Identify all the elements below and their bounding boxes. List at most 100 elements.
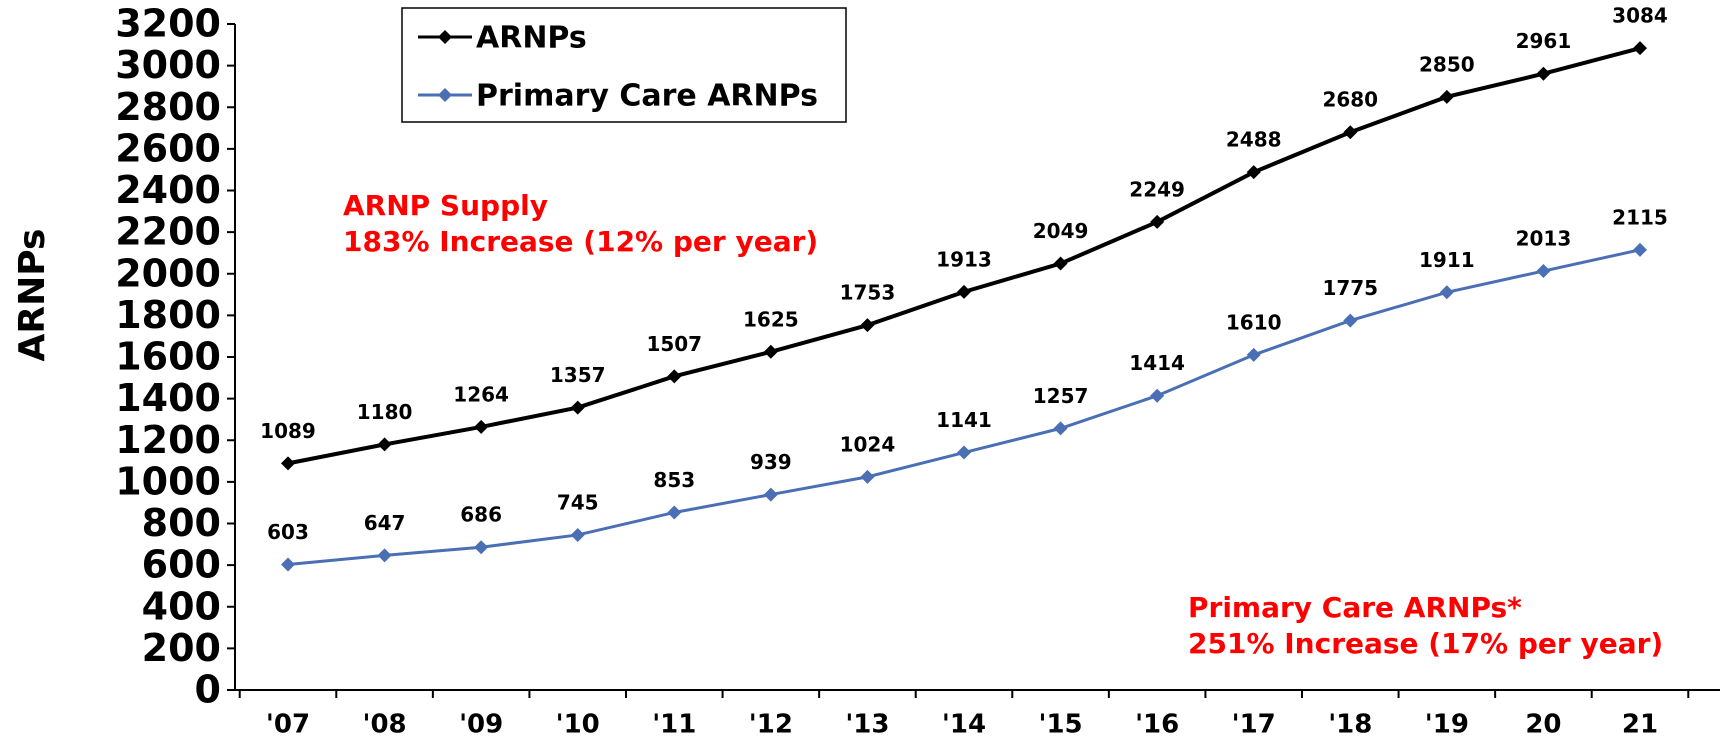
data-label: 3084: [1612, 4, 1668, 28]
point-marker: [1150, 214, 1165, 229]
point-marker: [763, 344, 778, 359]
x-tick-label: '18: [1328, 710, 1372, 740]
legend-marker: [438, 30, 452, 44]
point-marker: [570, 400, 585, 415]
y-tick-label: 1600: [115, 335, 221, 379]
point-marker: [763, 487, 778, 502]
y-tick-label: 400: [142, 584, 221, 628]
point-marker: [667, 505, 682, 520]
point-marker: [1439, 89, 1454, 104]
x-tick-label: 20: [1525, 710, 1561, 740]
x-tick-label: '15: [1038, 710, 1082, 740]
data-label: 1507: [646, 332, 702, 356]
y-tick-label: 2200: [115, 210, 221, 254]
data-label: 2013: [1516, 227, 1572, 251]
y-tick-label: 3200: [115, 2, 221, 46]
legend-label: ARNPs: [476, 21, 587, 56]
data-label: 2049: [1033, 219, 1089, 243]
x-tick-label: '11: [652, 710, 696, 740]
y-tick-label: 2600: [115, 126, 221, 170]
data-label: 2850: [1419, 52, 1475, 76]
data-label: 1610: [1226, 310, 1282, 334]
data-label: 1024: [840, 432, 896, 456]
y-axis-title: ARNPs: [12, 229, 53, 362]
y-tick-label: 2800: [115, 85, 221, 129]
annotation: Primary Care ARNPs*: [1188, 591, 1522, 624]
annotation: ARNP Supply: [343, 189, 548, 222]
annotation: 183% Increase (12% per year): [343, 225, 818, 258]
data-label: 1089: [260, 419, 316, 443]
y-tick-label: 1800: [115, 293, 221, 337]
legend-box: [401, 7, 847, 123]
x-tick-label: '12: [749, 710, 793, 740]
point-marker: [1053, 421, 1068, 436]
data-label: 1625: [743, 307, 799, 331]
data-label: 2488: [1226, 128, 1282, 152]
point-marker: [1150, 388, 1165, 403]
data-label: 1913: [936, 247, 992, 271]
point-marker: [474, 540, 489, 555]
data-label: 745: [557, 490, 599, 514]
data-label: 2961: [1516, 29, 1572, 53]
data-label: 1357: [550, 363, 606, 387]
data-label: 2249: [1129, 177, 1185, 201]
point-marker: [1343, 125, 1358, 140]
point-marker: [281, 456, 295, 471]
data-label: 1775: [1322, 276, 1378, 300]
y-tick-label: 1400: [115, 376, 221, 420]
y-tick-label: 0: [195, 668, 221, 712]
y-tick-label: 3000: [115, 43, 221, 87]
data-label: 686: [460, 503, 502, 527]
point-marker: [377, 437, 392, 452]
x-tick-label: '08: [362, 710, 406, 740]
point-marker: [1536, 66, 1551, 81]
y-tick-label: 200: [142, 626, 221, 670]
data-label: 1141: [936, 408, 992, 432]
data-label: 939: [750, 450, 792, 474]
legend-label: Primary Care ARNPs: [476, 79, 818, 114]
x-tick-label: '16: [1135, 710, 1179, 740]
point-marker: [860, 318, 875, 333]
point-marker: [860, 469, 875, 484]
point-marker: [1343, 313, 1358, 328]
data-label: 1911: [1419, 248, 1475, 272]
point-marker: [957, 445, 971, 460]
data-label: 1414: [1129, 351, 1185, 375]
annotation: 251% Increase (17% per year): [1188, 627, 1663, 660]
data-label: 1257: [1033, 384, 1089, 408]
x-tick-label: '10: [556, 710, 600, 740]
point-marker: [1246, 347, 1261, 362]
x-tick-label: 21: [1622, 710, 1658, 740]
y-tick-label: 600: [142, 543, 221, 587]
x-tick-label: '09: [459, 710, 503, 740]
point-marker: [1536, 264, 1551, 279]
data-label: 603: [267, 520, 309, 544]
point-marker: [474, 419, 489, 434]
point-marker: [957, 284, 971, 299]
point-marker: [1246, 165, 1261, 180]
point-marker: [667, 369, 682, 384]
data-label: 2680: [1322, 88, 1378, 112]
x-tick-label: '13: [845, 710, 889, 740]
data-label: 2115: [1612, 205, 1668, 229]
y-tick-label: 800: [142, 501, 221, 545]
x-tick-label: '17: [1232, 710, 1276, 740]
point-marker: [1633, 41, 1647, 56]
point-marker: [1053, 256, 1068, 271]
data-label: 1753: [840, 281, 896, 305]
point-marker: [570, 527, 585, 542]
x-tick-label: '19: [1425, 710, 1469, 740]
data-label: 647: [364, 511, 406, 535]
data-label: 1264: [453, 382, 509, 406]
y-tick-label: 1000: [115, 459, 221, 503]
point-marker: [281, 557, 295, 572]
y-tick-label: 2000: [115, 251, 221, 295]
legend-marker: [438, 88, 452, 102]
point-marker: [1633, 242, 1647, 257]
y-tick-label: 2400: [115, 168, 221, 212]
data-label: 1180: [357, 400, 413, 424]
data-label: 853: [653, 468, 695, 492]
point-marker: [1439, 285, 1454, 300]
